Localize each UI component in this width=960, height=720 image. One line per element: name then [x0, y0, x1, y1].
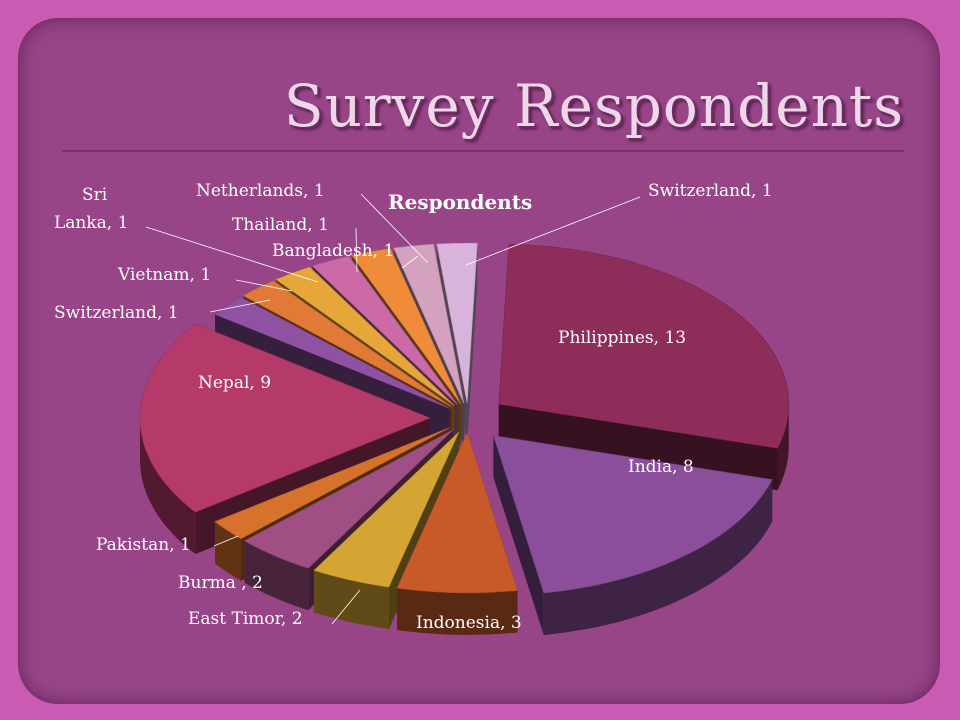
slice-label: Thailand, 1	[232, 215, 329, 235]
leader-lines	[145, 193, 641, 625]
slice-label: India, 8	[628, 457, 694, 477]
slice-label: Vietnam, 1	[117, 265, 211, 285]
slice-labels: Philippines, 13 India, 8 Indonesia, 3 East …	[54, 181, 773, 633]
slice-label: Indonesia, 3	[416, 613, 522, 633]
pie-slice	[492, 435, 773, 636]
slice-label: Bangladesh, 1	[272, 241, 394, 261]
title-divider	[62, 150, 904, 152]
leader-line	[355, 227, 358, 273]
slice-label: Switzerland, 1	[54, 303, 179, 323]
pie-slice	[396, 432, 518, 635]
leader-line	[213, 535, 239, 547]
leader-line	[209, 299, 271, 313]
slice-label: Netherlands, 1	[196, 181, 325, 201]
leader-line	[145, 226, 319, 283]
leader-line	[465, 196, 641, 266]
leader-line	[235, 279, 293, 292]
slice-label: Switzerland, 1	[648, 181, 773, 201]
leader-line	[360, 193, 429, 264]
pie-slices	[139, 242, 790, 636]
leader-line	[401, 255, 419, 269]
leader-line	[331, 589, 361, 625]
slide-title: Survey Respondents	[283, 72, 904, 140]
slice-label: Pakistan, 1	[96, 535, 191, 555]
slice-label: Philippines, 13	[558, 328, 686, 348]
slice-label: East Timor, 2	[188, 609, 303, 629]
slice-label: Burma , 2	[178, 573, 263, 593]
chart-title: Respondents	[388, 190, 532, 214]
slice-label: Nepal, 9	[198, 373, 271, 393]
pie-slice	[498, 243, 790, 491]
slice-label: Sri Lanka, 1	[54, 185, 128, 233]
